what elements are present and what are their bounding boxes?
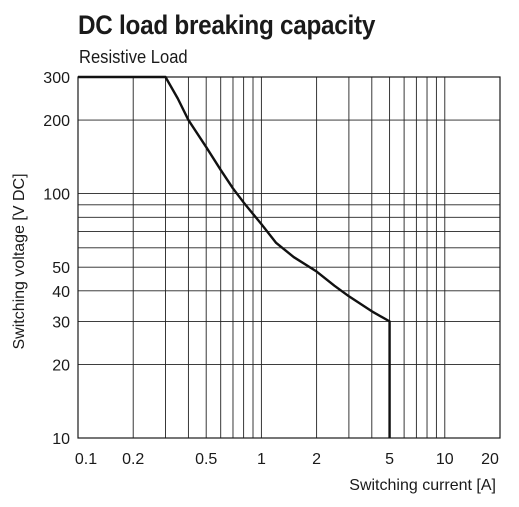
x-tick-label: 0.1 (75, 451, 97, 468)
chart-title: DC load breaking capacity (78, 10, 376, 40)
y-tick-label: 30 (52, 314, 70, 331)
x-axis-label: Switching current [A] (349, 477, 496, 494)
y-tick-label: 10 (52, 431, 70, 448)
x-tick-label: 1 (257, 451, 266, 468)
x-tick-label: 0.2 (122, 451, 144, 468)
chart-subtitle: Resistive Load (79, 47, 188, 67)
grid (78, 77, 500, 438)
y-tick-label: 100 (43, 187, 70, 204)
x-tick-labels: 0.1 0.2 0.5 1 2 5 10 20 (75, 451, 499, 468)
y-axis-label: Switching voltage [V DC] (11, 173, 28, 349)
y-tick-label: 20 (52, 357, 70, 374)
x-tick-label: 2 (312, 451, 321, 468)
x-tick-label: 0.5 (195, 451, 217, 468)
y-tick-label: 40 (52, 284, 70, 301)
series-line (78, 75, 391, 438)
y-tick-label: 50 (52, 260, 70, 277)
y-tick-label: 200 (43, 113, 70, 130)
x-tick-label: 5 (385, 451, 394, 468)
y-tick-label: 300 (43, 70, 70, 87)
x-tick-label: 10 (436, 451, 454, 468)
plot-frame (77, 76, 501, 439)
x-tick-label: 20 (481, 451, 499, 468)
y-tick-labels: 10 20 30 40 50 100 200 300 (43, 70, 70, 448)
series-group (78, 75, 391, 438)
